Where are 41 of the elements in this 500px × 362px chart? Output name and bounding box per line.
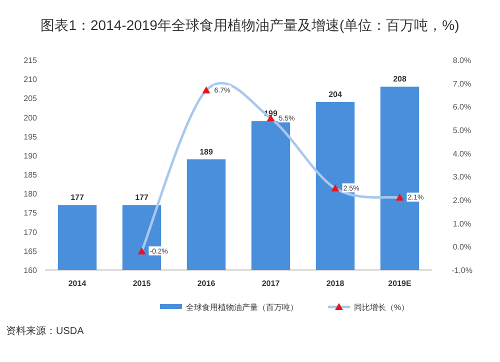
legend-label: 全球食用植物油产量（百万吨）	[186, 303, 298, 312]
y-tick-label: 200	[24, 113, 38, 122]
data-label: 204	[328, 90, 342, 99]
y2-tick-label: 4.0%	[452, 149, 472, 158]
y2-tick-label: 0.0%	[452, 242, 472, 252]
y2-tick-label: 5.0%	[452, 126, 472, 135]
text: 资料来源：USDA	[6, 325, 84, 337]
y2-tick-label: 2.0%	[452, 196, 472, 205]
y2-tick-label: -1.0%	[452, 266, 472, 275]
y-tick-label: 180	[24, 190, 38, 199]
y-tick-label: 210	[24, 75, 38, 84]
point	[331, 184, 340, 192]
y-tick-label: 170	[24, 228, 38, 237]
x-tick-label: 2019E	[388, 279, 412, 288]
point	[138, 247, 146, 254]
data-label: 189	[200, 147, 214, 156]
y-tick-label: 190	[24, 151, 38, 160]
y-tick-label: 185	[24, 170, 38, 180]
legend-label: 同比增长（%）	[354, 303, 410, 312]
point	[202, 86, 210, 94]
y2-tick-label: 1.0%	[452, 219, 472, 228]
x-tick-label: 2015	[132, 279, 152, 288]
x-tick-label: 2016	[197, 279, 216, 288]
y-tick-label: 175	[24, 208, 38, 218]
chart-title: 图表1：2014-2019年全球食用植物油产量及增速(单位：百万吨，%)	[40, 17, 460, 33]
y2-tick-label: 8.0%	[452, 56, 472, 65]
x-tick-label: 2017	[262, 279, 280, 288]
y-tick-label: 195	[24, 132, 38, 142]
y-tick-label: 160	[24, 266, 38, 275]
y-tick-label: 215	[24, 56, 38, 65]
data-label: 208	[393, 74, 407, 84]
point	[396, 194, 404, 201]
x-tick-label: 2014	[68, 279, 87, 288]
y2-tick-label: 3.0%	[452, 172, 472, 182]
data-label: 177	[135, 193, 149, 202]
y-tick-label: 165	[24, 246, 38, 256]
y-tick-label: 205	[24, 94, 38, 104]
y2-tick-label: 7.0%	[452, 79, 472, 88]
data-label: 177	[70, 193, 84, 202]
y2-tick-label: 6.0%	[452, 102, 472, 112]
x-tick-label: 2018	[326, 279, 345, 288]
